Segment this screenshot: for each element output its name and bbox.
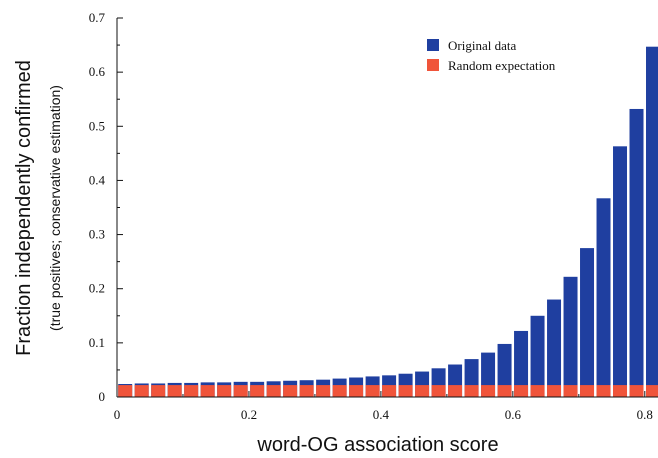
bar-random-13 bbox=[332, 385, 347, 397]
legend-label-original: Original data bbox=[448, 38, 516, 53]
bar-random-14 bbox=[349, 385, 364, 397]
bar-random-17 bbox=[398, 385, 413, 397]
bar-original-30 bbox=[613, 146, 628, 397]
bar-original-32 bbox=[646, 46, 658, 398]
legend-label-random: Random expectation bbox=[448, 58, 556, 73]
bar-random-25 bbox=[530, 385, 545, 397]
bar-original-27 bbox=[563, 276, 578, 397]
x-tick-label-1: 0.2 bbox=[241, 407, 257, 422]
legend-swatch-original bbox=[427, 39, 439, 51]
bar-random-16 bbox=[382, 385, 397, 397]
bar-random-29 bbox=[596, 385, 611, 397]
bar-original-28 bbox=[580, 248, 595, 397]
bar-original-24 bbox=[514, 330, 529, 397]
y-tick-label-0: 0 bbox=[99, 389, 106, 404]
bar-random-1 bbox=[134, 385, 149, 397]
bar-random-10 bbox=[283, 385, 298, 397]
x-tick-label-3: 0.6 bbox=[505, 407, 522, 422]
bar-random-5 bbox=[200, 385, 215, 397]
bar-random-15 bbox=[365, 385, 380, 397]
bar-random-4 bbox=[184, 385, 199, 397]
x-tick-label-2: 0.4 bbox=[373, 407, 390, 422]
bar-random-12 bbox=[316, 385, 331, 397]
bar-random-0 bbox=[118, 385, 133, 397]
y-tick-label-2: 0.2 bbox=[89, 281, 105, 296]
y-tick-label-4: 0.4 bbox=[89, 172, 106, 187]
bar-random-6 bbox=[217, 385, 232, 397]
bar-original-25 bbox=[530, 315, 545, 397]
bar-random-9 bbox=[266, 385, 281, 397]
x-axis-label: word-OG association score bbox=[256, 434, 498, 456]
bars-random-expectation bbox=[118, 385, 658, 397]
bar-random-24 bbox=[514, 385, 529, 397]
y-tick-label-5: 0.5 bbox=[89, 118, 105, 133]
bar-random-2 bbox=[151, 385, 166, 397]
y-tick-label-7: 0.7 bbox=[89, 10, 106, 25]
y-axis-label: Fraction independently confirmed bbox=[13, 60, 35, 356]
bar-random-31 bbox=[629, 385, 644, 397]
bar-random-30 bbox=[613, 385, 628, 397]
y-tick-label-3: 0.3 bbox=[89, 227, 105, 242]
bar-original-29 bbox=[596, 198, 611, 397]
bar-random-19 bbox=[431, 385, 446, 397]
ticks: 0 0.1 0.2 0.3 0.4 0.5 0.6 0.7 0 0.2 0.4 0.6 0.8 bbox=[89, 10, 653, 422]
bar-original-26 bbox=[547, 299, 562, 397]
bar-random-32 bbox=[646, 385, 658, 397]
bars-original-data bbox=[118, 46, 658, 398]
bar-random-28 bbox=[580, 385, 595, 397]
bar-random-20 bbox=[448, 385, 463, 397]
y-axis-sublabel: (true positives; conservative estimation… bbox=[47, 85, 63, 331]
bar-random-3 bbox=[167, 385, 182, 397]
bar-random-22 bbox=[481, 385, 496, 397]
bar-random-7 bbox=[233, 385, 248, 397]
x-tick-label-0: 0 bbox=[114, 407, 121, 422]
y-tick-label-6: 0.6 bbox=[89, 64, 106, 79]
bar-random-27 bbox=[563, 385, 578, 397]
bar-random-23 bbox=[497, 385, 512, 397]
bar-random-18 bbox=[415, 385, 430, 397]
y-tick-label-1: 0.1 bbox=[89, 335, 105, 350]
bar-random-11 bbox=[299, 385, 314, 397]
legend: Original data Random expectation bbox=[427, 38, 556, 73]
x-tick-label-4: 0.8 bbox=[637, 407, 653, 422]
bar-original-23 bbox=[497, 343, 512, 397]
bar-random-26 bbox=[547, 385, 562, 397]
bar-random-21 bbox=[464, 385, 479, 397]
legend-swatch-random bbox=[427, 59, 439, 71]
bar-original-31 bbox=[629, 108, 644, 398]
bar-random-8 bbox=[250, 385, 265, 397]
